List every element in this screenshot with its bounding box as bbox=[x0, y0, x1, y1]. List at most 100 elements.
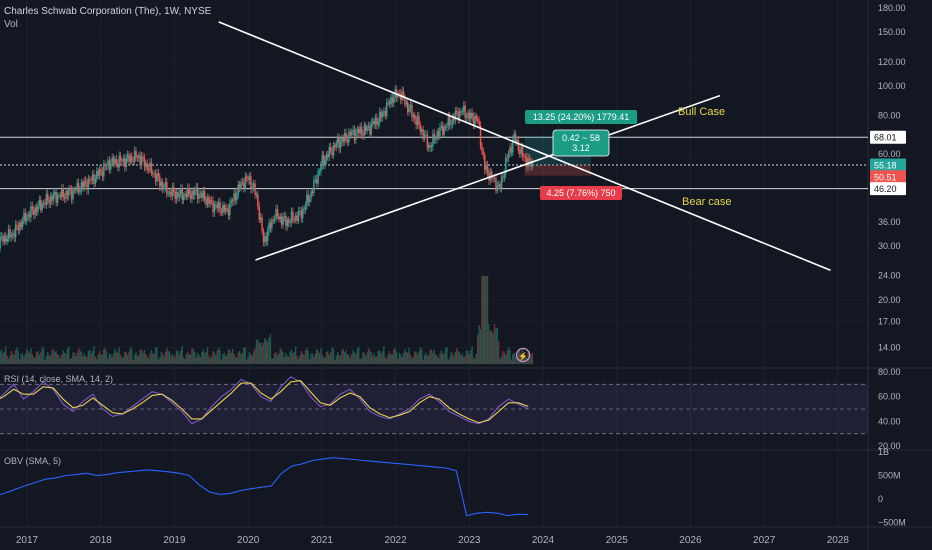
volume-bar bbox=[517, 349, 520, 364]
volume-bar bbox=[377, 350, 379, 364]
candle-body bbox=[345, 132, 347, 140]
candle-body bbox=[472, 117, 475, 126]
candle-body bbox=[338, 138, 340, 149]
candle-body bbox=[514, 133, 517, 143]
volume-bar bbox=[171, 353, 174, 364]
candle-body bbox=[105, 165, 108, 167]
candle-body bbox=[117, 163, 119, 168]
candle-body bbox=[381, 112, 384, 118]
candle-body bbox=[377, 122, 380, 125]
candle-body bbox=[327, 154, 329, 158]
candle-body bbox=[523, 156, 525, 157]
volume-bar bbox=[47, 352, 49, 364]
volume-bar bbox=[510, 359, 513, 364]
volume-bar bbox=[422, 359, 424, 364]
volume-bar bbox=[213, 352, 216, 364]
candle-body bbox=[384, 111, 387, 117]
volume-bar bbox=[262, 342, 265, 364]
candle-body bbox=[80, 182, 83, 191]
volume-bar bbox=[404, 349, 406, 364]
volume-bar bbox=[100, 354, 102, 364]
volume-bar bbox=[182, 357, 185, 364]
candle-body bbox=[357, 129, 360, 134]
volume-bar bbox=[289, 351, 291, 364]
volume-bar bbox=[133, 354, 136, 364]
volume-bar bbox=[285, 353, 287, 364]
candle-body bbox=[439, 127, 441, 137]
candle-body bbox=[62, 188, 64, 198]
volume-bar bbox=[31, 354, 34, 364]
volume-bar bbox=[135, 352, 137, 364]
volume-bar bbox=[307, 350, 309, 364]
candle-body bbox=[121, 160, 123, 162]
candle-body bbox=[143, 157, 146, 167]
volume-bar bbox=[301, 353, 304, 364]
volume-bar bbox=[14, 349, 17, 364]
volume-bar bbox=[196, 353, 199, 364]
volume-bar bbox=[241, 352, 244, 364]
candle-body bbox=[285, 215, 287, 227]
candle-body bbox=[510, 147, 513, 153]
candle-body bbox=[477, 118, 479, 122]
volume-bar bbox=[93, 346, 95, 364]
candle-body bbox=[21, 221, 24, 228]
candle-body bbox=[243, 182, 245, 189]
bull-trendline bbox=[255, 94, 721, 261]
candle-body bbox=[516, 140, 518, 143]
candle-body bbox=[506, 157, 508, 159]
candle-body bbox=[265, 236, 268, 242]
candle-body bbox=[104, 163, 106, 166]
candle-body bbox=[398, 93, 401, 94]
volume-bar bbox=[61, 354, 63, 364]
candle-body bbox=[390, 96, 392, 105]
price-axis-label-box bbox=[870, 130, 906, 144]
candle-body bbox=[234, 193, 237, 201]
candle-body bbox=[299, 211, 301, 212]
volume-bar bbox=[216, 350, 218, 364]
volume-bar bbox=[173, 357, 175, 364]
volume-bar bbox=[121, 358, 123, 364]
volume-bar bbox=[530, 354, 532, 364]
candle-body bbox=[61, 188, 63, 197]
candle-body bbox=[201, 193, 203, 198]
volume-bar bbox=[233, 354, 235, 364]
volume-bar bbox=[279, 348, 281, 364]
candle-body bbox=[297, 211, 300, 221]
volume-bar bbox=[160, 352, 162, 364]
candle-body bbox=[308, 198, 311, 203]
candle-body bbox=[470, 112, 472, 120]
volume-bar bbox=[479, 328, 482, 364]
candle-body bbox=[289, 222, 291, 224]
volume-bar bbox=[83, 353, 85, 364]
candle-body bbox=[199, 193, 202, 195]
candle-body bbox=[48, 200, 50, 204]
volume-bar bbox=[503, 352, 506, 364]
candle-body bbox=[513, 133, 515, 140]
volume-bar bbox=[478, 324, 480, 364]
volume-bar bbox=[463, 357, 465, 364]
candle-body bbox=[363, 125, 366, 136]
volume-bar bbox=[252, 350, 255, 364]
candle-body bbox=[110, 163, 112, 170]
volume-bar bbox=[290, 349, 293, 364]
volume-bar bbox=[311, 353, 314, 364]
volume-bar bbox=[110, 354, 112, 364]
candle-body bbox=[352, 129, 354, 132]
candle-body bbox=[383, 111, 385, 113]
candle-body bbox=[335, 143, 338, 148]
price-axis-label: 55.18 bbox=[874, 161, 897, 171]
volume-bar bbox=[266, 341, 269, 364]
candle-body bbox=[63, 197, 66, 199]
candle-body bbox=[355, 131, 357, 141]
candle-body bbox=[30, 205, 32, 218]
volume-bar bbox=[384, 356, 386, 364]
candle-body bbox=[492, 177, 494, 179]
volume-bar bbox=[356, 348, 358, 364]
candle-body bbox=[26, 216, 28, 222]
volume-bar bbox=[390, 354, 392, 364]
volume-bar bbox=[184, 358, 186, 364]
candle-body bbox=[392, 97, 395, 103]
volume-bar bbox=[328, 354, 330, 364]
price-axis-label-box bbox=[870, 158, 906, 172]
